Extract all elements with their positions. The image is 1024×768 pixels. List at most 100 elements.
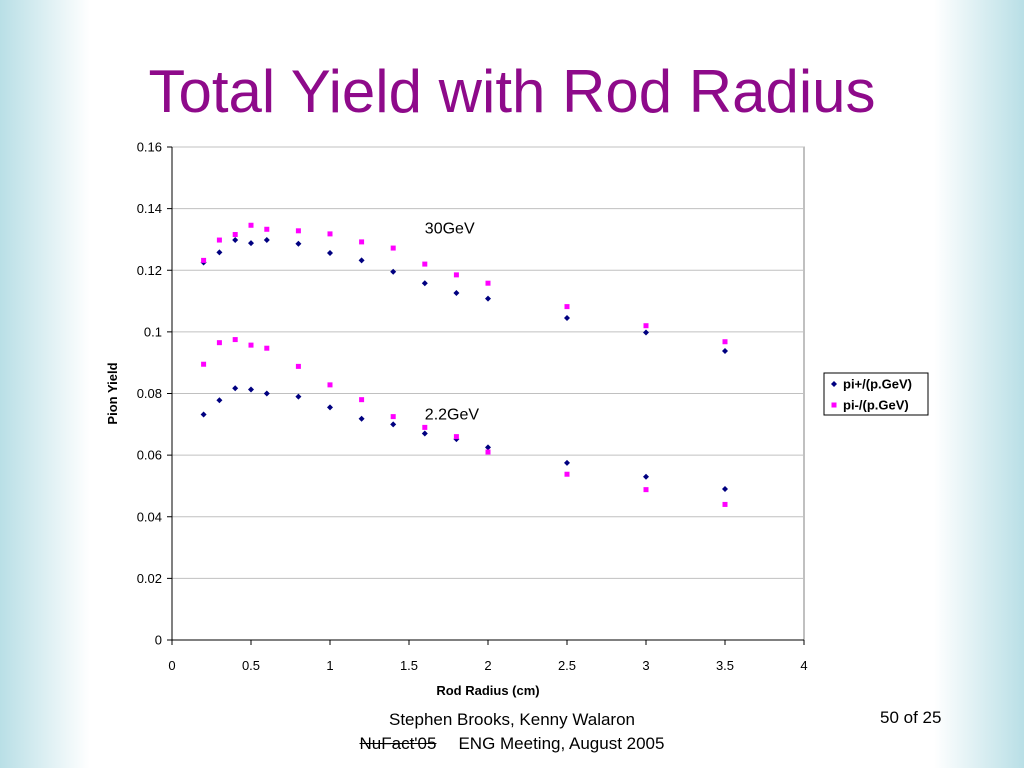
data-point: [564, 459, 570, 466]
data-point: [358, 257, 365, 264]
data-point: [722, 339, 728, 345]
y-tick-labels: 0 0.02 0.04 0.06 0.08 0.1 0.12 0.14 0.16: [137, 140, 172, 648]
data-point: [216, 340, 222, 346]
x-tick-label: 4: [800, 658, 807, 673]
data-point: [453, 290, 460, 297]
y-tick-label: 0: [155, 633, 162, 648]
data-point: [264, 345, 270, 351]
y-tick-label: 0.14: [137, 201, 162, 216]
y-tick-label: 0.12: [137, 263, 162, 278]
data-point: [722, 347, 728, 354]
series-pi-minus: [201, 222, 728, 507]
data-point: [327, 249, 333, 256]
data-point: [295, 363, 301, 369]
data-point: [564, 315, 570, 322]
slide-title: Total Yield with Rod Radius: [148, 58, 876, 125]
data-point: [295, 393, 302, 400]
data-point: [722, 501, 728, 507]
data-point: [327, 231, 333, 237]
legend-marker: [831, 381, 837, 387]
data-point: [248, 240, 254, 247]
data-point: [485, 449, 491, 455]
x-tick-label: 0.5: [242, 658, 260, 673]
y-tick-label: 0.02: [137, 571, 162, 586]
data-point: [248, 222, 254, 228]
data-point: [359, 397, 365, 403]
data-point: [263, 390, 270, 397]
legend: pi+/(p.GeV) pi-/(p.GeV): [823, 372, 929, 416]
data-point: [453, 272, 459, 278]
y-tick-label: 0.1: [144, 324, 162, 339]
data-point: [390, 421, 397, 428]
legend-marker: [831, 402, 837, 408]
data-point: [359, 239, 365, 245]
y-tick-label: 0.16: [137, 140, 162, 155]
data-point: [564, 471, 570, 477]
y-tick-label: 0.06: [137, 448, 162, 463]
annotation-label: 2.2GeV: [425, 407, 480, 424]
data-point: [485, 280, 491, 286]
data-point: [201, 361, 207, 367]
y-tick-label: 0.04: [137, 509, 162, 524]
data-point: [232, 237, 239, 244]
data-point: [722, 486, 728, 493]
footer-meeting: ENG Meeting, August 2005: [458, 734, 665, 753]
data-point: [216, 237, 222, 243]
y-tick-label: 0.08: [137, 386, 162, 401]
data-point: [358, 415, 365, 422]
gridlines: [171, 146, 805, 641]
data-point: [422, 424, 428, 430]
y-axis-title: Pion Yield: [105, 362, 120, 424]
data-point: [248, 386, 254, 393]
data-point: [264, 226, 270, 232]
data-point: [263, 237, 270, 244]
page-number: 50 of 25: [880, 708, 942, 727]
data-point: [643, 487, 649, 493]
footer-authors: Stephen Brooks, Kenny Walaron: [388, 710, 635, 729]
x-tick-label: 2: [484, 658, 491, 673]
footer-event: NuFact'05 ENG Meeting, August 2005: [300, 732, 724, 756]
data-point: [453, 434, 459, 440]
x-tick-label: 1: [326, 658, 333, 673]
footer-struck-event: NuFact'05: [359, 734, 437, 753]
data-point: [232, 337, 238, 343]
data-point: [485, 444, 491, 451]
data-point: [327, 382, 333, 388]
data-point: [216, 397, 223, 404]
data-points: [200, 222, 728, 507]
legend-entry: pi-/(p.GeV): [843, 398, 909, 413]
data-point: [390, 414, 396, 420]
data-point: [216, 249, 223, 256]
data-point: [643, 323, 649, 329]
data-point: [200, 411, 207, 418]
series-pi-plus: [200, 237, 728, 493]
data-point: [232, 385, 239, 392]
data-point: [295, 228, 301, 234]
data-point: [421, 280, 428, 287]
data-point: [422, 261, 428, 267]
annotations: 30GeV 2.2GeV: [425, 220, 480, 423]
data-point: [390, 268, 397, 275]
x-tick-label: 1.5: [400, 658, 418, 673]
x-tick-label: 2.5: [558, 658, 576, 673]
data-point: [248, 342, 254, 348]
legend-box: [823, 372, 929, 416]
legend-entry: pi+/(p.GeV): [843, 377, 912, 392]
x-tick-label: 3: [642, 658, 649, 673]
data-point: [390, 245, 396, 251]
x-tick-labels: 0 0.5 1 1.5 2 2.5 3 3.5 4: [168, 640, 808, 673]
data-point: [295, 240, 302, 247]
data-point: [643, 473, 649, 480]
data-point: [327, 404, 333, 411]
data-point: [232, 232, 238, 238]
annotation-label: 30GeV: [425, 220, 475, 237]
data-point: [201, 257, 207, 263]
x-tick-label: 3.5: [716, 658, 734, 673]
data-point: [643, 329, 649, 336]
data-point: [564, 304, 570, 310]
x-tick-label: 0: [168, 658, 175, 673]
data-point: [421, 430, 428, 437]
data-point: [485, 295, 491, 302]
x-axis-title: Rod Radius (cm): [436, 683, 539, 698]
